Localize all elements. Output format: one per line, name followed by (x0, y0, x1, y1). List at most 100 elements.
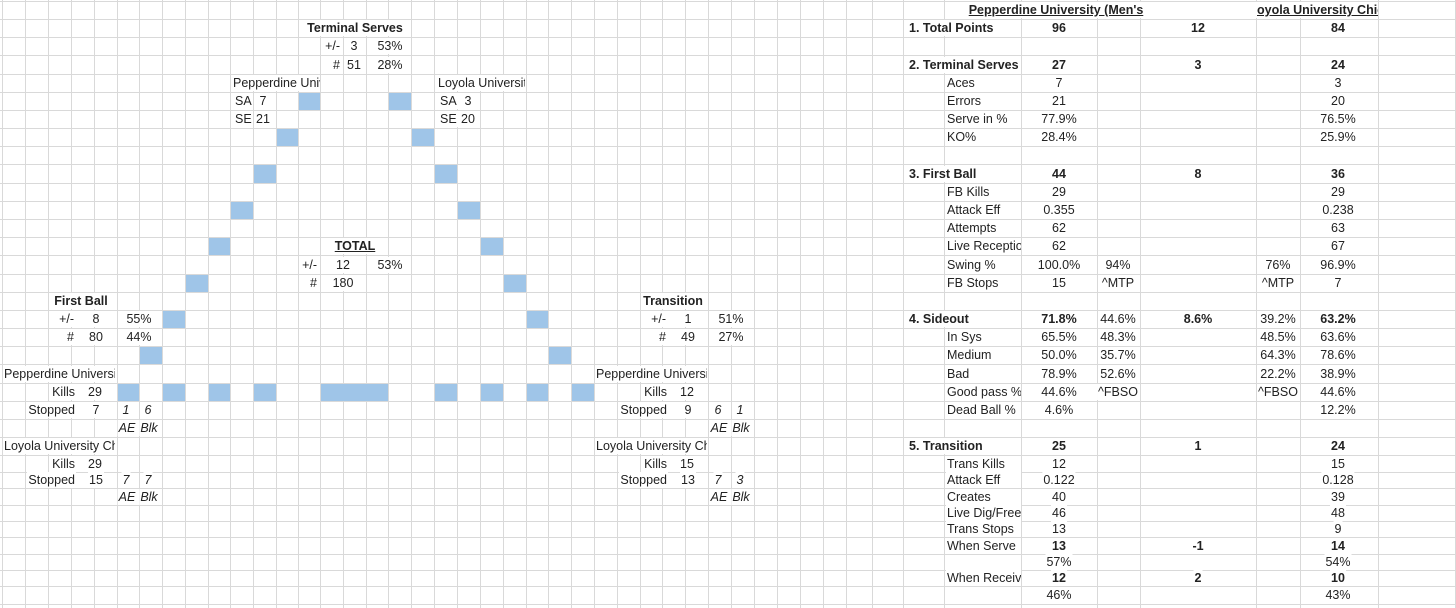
row-label: Live Dig/Free (946, 505, 1021, 521)
cell-text: 15 (679, 455, 695, 472)
cell-text: +/- (58, 311, 75, 327)
highlight-cell (299, 93, 320, 110)
cell-text: +/- (301, 256, 318, 273)
section-label: 1. Total Points (908, 20, 995, 36)
cell-text: 22.2% (1259, 365, 1297, 382)
highlight-cell (572, 384, 594, 401)
cell-text: 3 (349, 38, 359, 54)
cell-text: 51% (717, 311, 745, 327)
cell-text: 28.4% (1040, 129, 1078, 145)
cell-text: Stopped (619, 472, 668, 488)
cell-text: 24 (1330, 438, 1346, 454)
cell-text: # (658, 329, 667, 345)
row-label: FB Kills (946, 184, 1021, 200)
highlight-cell (231, 202, 253, 219)
cell-text: # (309, 275, 318, 291)
cell-text: 40 (1051, 488, 1067, 505)
highlight-cell (527, 311, 548, 328)
cell-text: 13 (1051, 537, 1067, 554)
cell-text: 12 (1051, 570, 1067, 586)
cell-text: 3 (1333, 75, 1343, 91)
cell-text: 29 (87, 384, 103, 400)
cell-text: 6 (143, 402, 153, 418)
highlight-cell (435, 165, 457, 183)
cell-text: SE (439, 111, 458, 127)
cell-text: 2 (1193, 570, 1203, 586)
section-label: 3. First Ball (908, 165, 978, 182)
cell-text: 24 (1330, 56, 1346, 73)
cell-text: 29 (1330, 184, 1346, 200)
cell-text: 29 (1051, 184, 1067, 200)
cell-text: 15 (1051, 275, 1067, 291)
cell-text: 50.0% (1040, 347, 1078, 363)
cell-text: 53% (376, 38, 404, 54)
highlight-cell (458, 202, 480, 219)
cell-text: 1 (683, 311, 693, 327)
cell-text: +/- (324, 38, 341, 54)
cell-text: # (66, 329, 75, 345)
cell-text: 7 (1054, 75, 1064, 91)
row-label: Live Receptio (946, 238, 1021, 254)
cell-text: 180 (331, 275, 355, 291)
cell-text: 21 (1051, 93, 1067, 109)
cell-text: +/- (650, 311, 667, 327)
cell-text: 76.5% (1319, 111, 1357, 127)
cell-text: 7 (713, 472, 723, 488)
cell-text: 21 (255, 111, 271, 127)
cell-text: 94% (1104, 256, 1132, 273)
cell-text: 25.9% (1319, 129, 1357, 145)
cell-text: 12 (679, 384, 695, 400)
cell-text: 36 (1330, 165, 1346, 182)
cell-text: -1 (1191, 537, 1205, 554)
cell-text: 7 (258, 93, 268, 109)
row-label: Attack Eff (946, 472, 1021, 488)
team-name: Loyola University Ch (3, 438, 115, 454)
row-label: Dead Ball % (946, 402, 1021, 418)
cell-text: 15 (88, 472, 104, 488)
cell-text: 1 (1193, 438, 1203, 454)
highlight-cell (163, 384, 185, 401)
cell-text: 62 (1051, 220, 1067, 236)
row-label: Trans Kills (946, 455, 1021, 472)
cell-text: ^FBSO (1097, 384, 1139, 400)
team-name: Pepperdine Univ (232, 75, 320, 91)
cell-text: 80 (88, 329, 104, 345)
cell-text: Stopped (619, 402, 668, 418)
cell-text: ^MTP (1260, 275, 1296, 291)
cell-text: AE (709, 488, 729, 505)
highlight-cell (254, 165, 276, 183)
cell-text: 65.5% (1040, 329, 1078, 345)
cell-text: 9 (1333, 521, 1343, 537)
cell-text: Kills (51, 384, 76, 400)
team-name: Loyola Universit (437, 75, 525, 91)
cell-text: Kills (643, 384, 668, 400)
highlight-cell (527, 384, 548, 401)
highlight-cell (435, 384, 457, 401)
cell-text: 3 (1193, 56, 1203, 73)
row-label: Aces (946, 75, 1021, 91)
section-label: 4. Sideout (908, 311, 970, 327)
cell-text: 54% (1324, 554, 1352, 570)
highlight-cell (140, 347, 162, 364)
cell-text: 44.6% (1040, 384, 1078, 400)
cell-text: 46% (1045, 587, 1073, 603)
section-title: TOTAL (333, 238, 377, 254)
cell-text: Blk (731, 420, 751, 436)
highlight-cell (549, 347, 571, 364)
row-label: Creates (946, 488, 1021, 505)
cell-text: 4.6% (1043, 402, 1075, 418)
cell-text: ^MTP (1100, 275, 1136, 291)
cell-text: 0.122 (1042, 472, 1076, 488)
cell-text: 96.9% (1319, 256, 1357, 273)
cell-text: 96 (1051, 20, 1067, 36)
cell-text: 64.3% (1259, 347, 1297, 363)
cell-text: 44% (125, 329, 153, 345)
row-label: Medium (946, 347, 1021, 363)
team-name: Loyola University Ch (595, 438, 707, 454)
cell-text: 44 (1051, 165, 1067, 182)
row-label: Bad (946, 365, 1021, 382)
highlight-cell (254, 384, 276, 401)
section-title: Terminal Serves (306, 20, 404, 36)
row-label: KO% (946, 129, 1021, 145)
